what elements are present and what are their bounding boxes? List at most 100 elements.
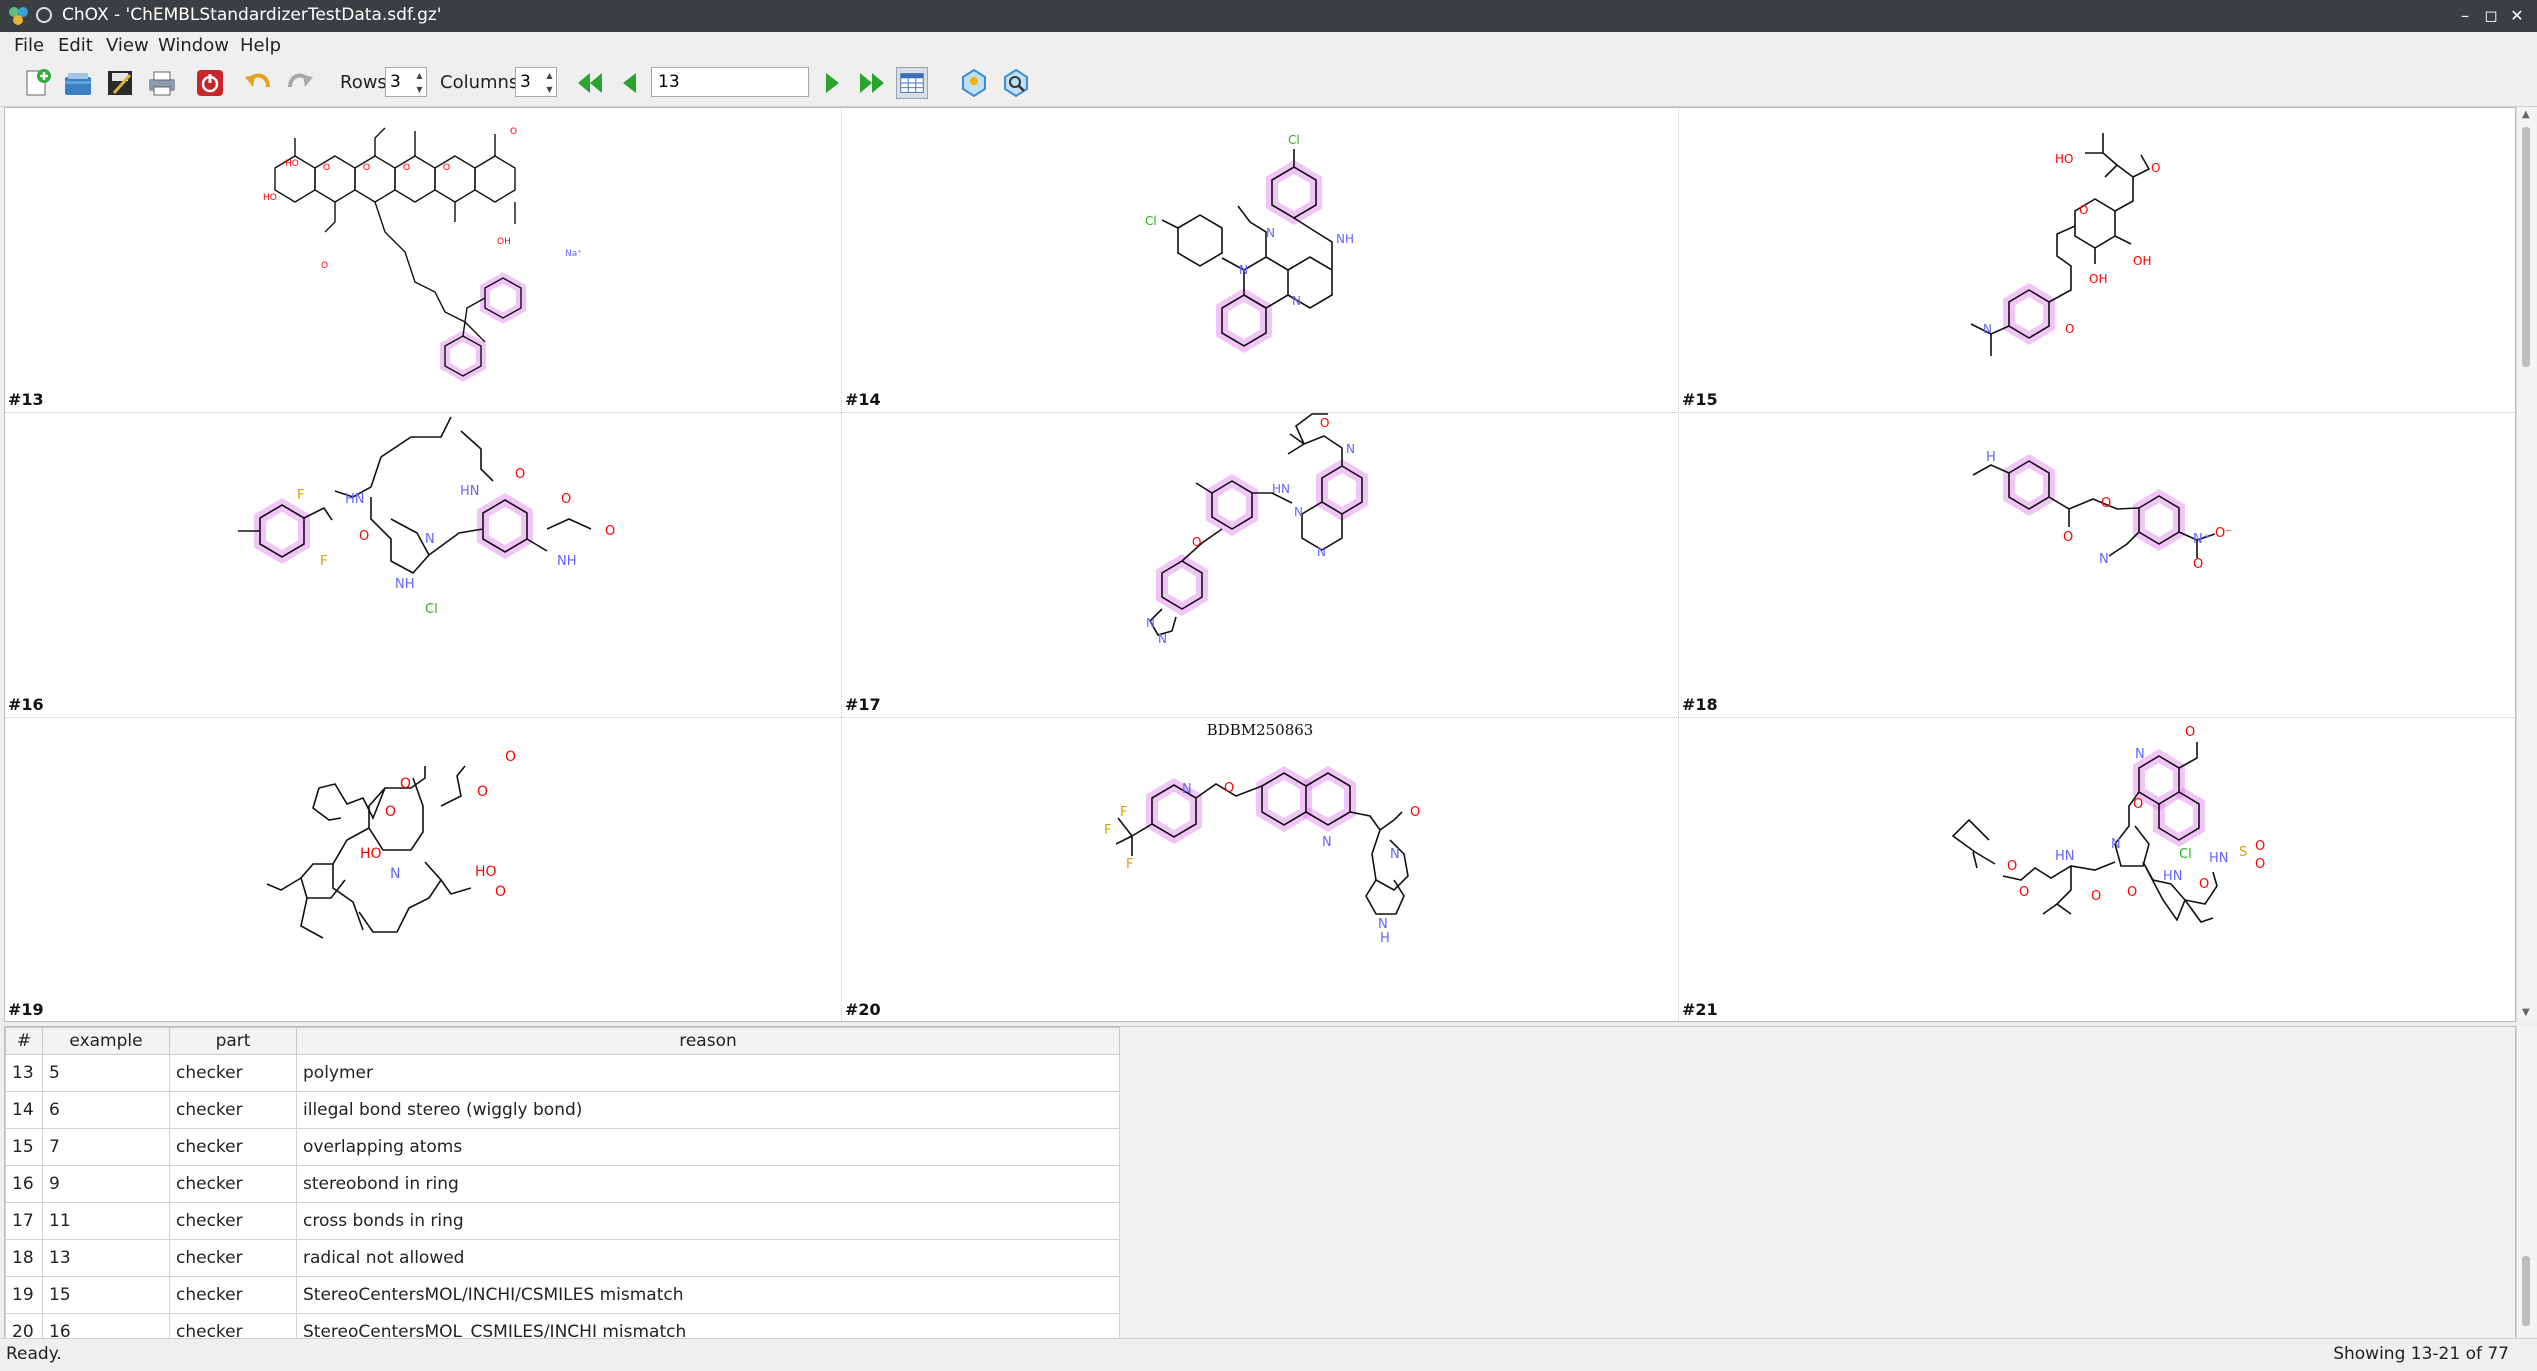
atom-label: O [2255,857,2265,872]
molecule-cell[interactable]: O O O O HO HO O N #19 [5,718,841,1022]
grid-divider [841,108,842,1021]
scroll-up-icon[interactable]: ▲ [2522,109,2530,120]
atom-label: O [2065,322,2074,336]
table-row[interactable]: 14 6 checker illegal bond stereo (wiggly… [5,1091,1120,1129]
atom-label: O [2091,889,2101,904]
table-view-icon[interactable] [896,67,928,99]
molecule-cell[interactable]: H O O N N⁺ O⁻ O #18 [1679,413,2515,717]
table-row[interactable]: 20 16 checker StereoCentersMOL_CSMILES/I… [5,1313,1120,1338]
molecule-cell[interactable]: Na⁺ HO HO O O O O O OH O #13 [5,108,841,412]
quit-icon[interactable] [194,67,226,99]
column-header[interactable]: part [169,1027,297,1055]
last-page-icon[interactable] [856,67,888,99]
atom-label: OH [2133,254,2151,268]
spin-down-icon[interactable]: ▼ [416,85,423,94]
close-icon[interactable]: ✕ [2510,6,2524,25]
atom-label: O [2193,557,2203,572]
atom-label: N [1317,545,1326,559]
search-icon[interactable] [1000,67,1032,99]
atom-label: O [1224,781,1234,796]
molecule-cell[interactable]: O O N HN N N N N #17 [842,413,1678,717]
atom-label: O [359,529,369,544]
table-row[interactable]: 15 7 checker overlapping atoms [5,1128,1120,1166]
spin-up-icon[interactable]: ▲ [546,71,553,80]
svg-text:O: O [321,261,328,271]
grid-divider [1678,108,1679,1021]
atom-label: N [1346,442,1355,456]
record-number-input[interactable] [651,67,809,97]
atom-label: H [1986,450,1996,465]
scroll-down-icon[interactable]: ▼ [2522,1007,2530,1018]
atom-label: N [2099,552,2109,567]
molecule-cell[interactable]: F F O O O O HN HN NH NH N Cl #16 [5,413,841,717]
molecule-structure: H O O N N⁺ O⁻ O [1972,450,2232,572]
atom-label: N [1182,782,1192,797]
select-icon[interactable] [958,67,990,99]
maximize-icon[interactable]: ◻ [2484,6,2498,25]
minimize-icon[interactable]: – [2461,6,2469,25]
new-file-icon[interactable] [22,67,54,99]
rows-input[interactable] [388,71,418,93]
atom-label: O [495,884,506,900]
window-menu-icon[interactable] [36,7,52,23]
table-row[interactable]: 17 11 checker cross bonds in ring [5,1202,1120,1240]
scrollbar-thumb[interactable] [2522,127,2530,367]
table-cell: 7 [42,1128,170,1166]
atom-label: O [2133,797,2143,812]
rows-spinner[interactable]: ▲ ▼ [385,67,427,97]
menu-view[interactable]: View [106,35,149,56]
table-row[interactable]: 18 13 checker radical not allowed [5,1239,1120,1277]
atom-label: HN [2055,849,2075,864]
table-scrollbar[interactable] [2516,1026,2537,1337]
atom-label: HN [460,484,480,499]
app-logo-icon [9,7,28,25]
next-page-icon[interactable] [816,67,848,99]
molecule-structure: HO O O OH OH O N [1970,133,2160,356]
open-file-icon[interactable] [62,67,94,99]
molecule-cell[interactable]: HO O O OH OH O N #15 [1679,108,2515,412]
menu-help[interactable]: Help [240,35,282,56]
record-number: #19 [8,1000,44,1019]
molecule-cell[interactable]: BDBM250863 F F F N O N [842,718,1678,1022]
molecule-cell[interactable]: O O O O O O O N N HN HN HN Cl S O O #21 [1679,718,2515,1022]
menu-edit[interactable]: Edit [58,35,93,56]
atom-label: O [2063,530,2073,545]
column-header[interactable]: example [42,1027,170,1055]
atom-label: H [1380,931,1390,946]
undo-icon[interactable] [242,67,274,99]
previous-page-icon[interactable] [614,67,646,99]
table-cell: stereobond in ring [296,1165,1120,1203]
atom-label: HO [360,846,382,862]
columns-spinner[interactable]: ▲ ▼ [515,67,557,97]
molecule-cell[interactable]: Cl Cl NH N N N #14 [842,108,1678,412]
atom-label: O [1192,535,1201,549]
record-number: #21 [1682,1000,1718,1019]
atom-label: HN [345,492,365,507]
table-row[interactable]: 19 15 checker StereoCentersMOL/INCHI/CSM… [5,1276,1120,1314]
table-row[interactable]: 13 5 checker polymer [5,1054,1120,1092]
first-page-icon[interactable] [574,67,606,99]
table-cell: checker [169,1165,297,1203]
column-header[interactable]: # [5,1027,43,1055]
molecule-caption: BDBM250863 [1206,721,1314,739]
redo-icon[interactable] [284,67,316,99]
grid-scrollbar[interactable]: ▲ ▼ [2516,107,2537,1020]
atom-label: N [1292,294,1301,308]
columns-label: Columns: [440,72,525,93]
menu-file[interactable]: File [14,35,45,56]
atom-label: F [320,554,327,569]
columns-input[interactable] [518,71,548,93]
print-icon[interactable] [146,67,178,99]
menu-window[interactable]: Window [158,35,229,56]
atom-label: N [1378,917,1388,932]
table-row[interactable]: 16 9 checker stereobond in ring [5,1165,1120,1203]
atom-label: O [2079,203,2088,217]
spin-down-icon[interactable]: ▼ [546,85,553,94]
record-number: #16 [8,695,44,714]
svg-text:O: O [510,127,517,137]
record-range: Showing 13-21 of 77 [2333,1344,2509,1364]
scrollbar-thumb[interactable] [2522,1256,2530,1326]
spin-up-icon[interactable]: ▲ [416,71,423,80]
column-header[interactable]: reason [296,1027,1120,1055]
save-icon[interactable] [104,67,136,99]
